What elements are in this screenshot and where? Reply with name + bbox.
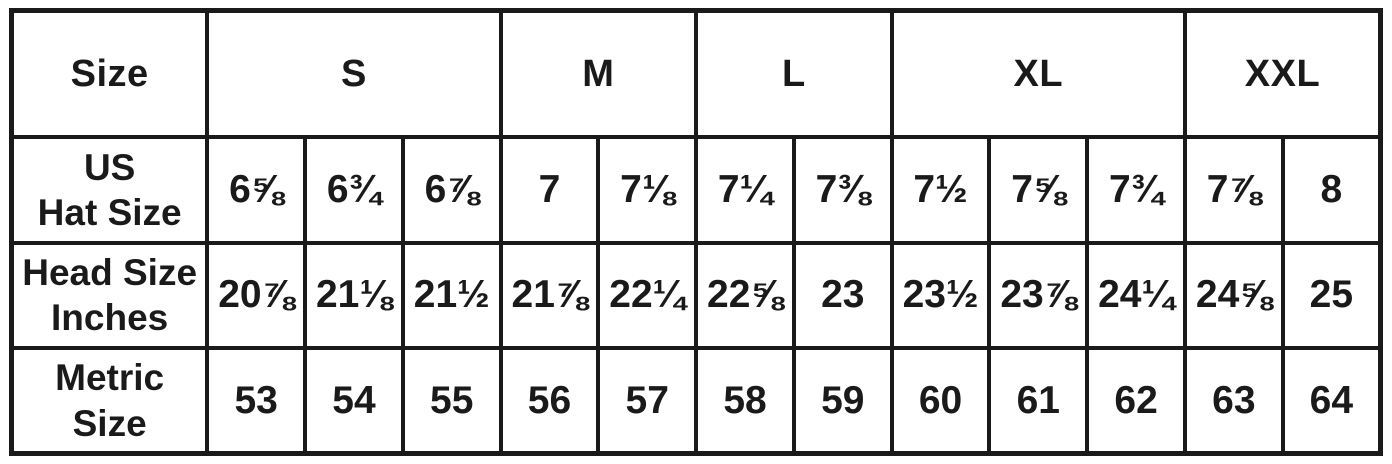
table-cell: 6⅞ (400, 135, 503, 245)
table-cell: 21⅞ (498, 240, 601, 351)
us-hat-size-row: US Hat Size 6⅝ 6¾ 6⅞ 7 7⅛ 7¼ 7⅜ 7½ 7⅝ 7¾… (9, 135, 1383, 245)
table-cell: 23⅞ (987, 240, 1090, 351)
table-cell: 20⅞ (205, 240, 308, 351)
row-label-line: Size (72, 402, 147, 444)
head-size-inches-row: Head Size Inches 20⅞ 21⅛ 21½ 21⅞ 22¼ 22⅝… (9, 240, 1383, 351)
table-cell: 22⅝ (694, 240, 796, 351)
hat-size-table: Size S M L XL XXL US Hat Size 6⅝ 6¾ 6⅞ 7… (9, 8, 1383, 456)
row-label-line: Head Size (22, 252, 198, 294)
table-cell: 55 (400, 346, 503, 456)
metric-size-row: Metric Size 53 54 55 56 57 58 59 60 61 6… (9, 346, 1383, 456)
row-label-line: Hat Size (37, 191, 182, 233)
table-cell: 8 (1280, 135, 1383, 245)
size-group-xl: XL (889, 8, 1187, 140)
row-label-head-size-inches: Head Size Inches (9, 240, 210, 351)
table-cell: 21½ (400, 240, 503, 351)
table-cell: 7⅝ (987, 135, 1090, 245)
table-cell: 23 (791, 240, 894, 351)
table-cell: 22¼ (596, 240, 699, 351)
table-cell: 7⅜ (791, 135, 894, 245)
row-label-line: US (83, 146, 136, 188)
table-cell: 7⅞ (1182, 135, 1285, 245)
table-cell: 6¾ (303, 135, 405, 245)
table-cell: 60 (889, 346, 992, 456)
table-cell: 7¼ (694, 135, 796, 245)
row-label-metric-size: Metric Size (9, 346, 210, 456)
size-group-xxl: XXL (1182, 8, 1383, 140)
table-cell: 6⅝ (205, 135, 308, 245)
table-cell: 56 (498, 346, 601, 456)
table-cell: 53 (205, 346, 308, 456)
size-group-m: M (498, 8, 699, 140)
table-cell: 59 (791, 346, 894, 456)
row-label-us-hat-size: US Hat Size (9, 135, 210, 245)
table-cell: 24¼ (1085, 240, 1187, 351)
table-cell: 64 (1280, 346, 1383, 456)
table-cell: 7 (498, 135, 601, 245)
corner-header-size: Size (9, 8, 210, 140)
table-cell: 7⅛ (596, 135, 699, 245)
table-cell: 7¾ (1085, 135, 1187, 245)
row-label-line: Inches (51, 297, 169, 339)
table-cell: 23½ (889, 240, 992, 351)
size-group-s: S (205, 8, 503, 140)
table-cell: 54 (303, 346, 405, 456)
table-cell: 62 (1085, 346, 1187, 456)
table-cell: 24⅝ (1182, 240, 1285, 351)
size-header-row: Size S M L XL XXL (9, 8, 1383, 140)
table-cell: 7½ (889, 135, 992, 245)
table-cell: 58 (694, 346, 796, 456)
table-cell: 21⅛ (303, 240, 405, 351)
table-cell: 25 (1280, 240, 1383, 351)
table-cell: 63 (1182, 346, 1285, 456)
row-label-line: Metric (55, 357, 165, 399)
table-cell: 57 (596, 346, 699, 456)
table-cell: 61 (987, 346, 1090, 456)
size-group-l: L (694, 8, 894, 140)
